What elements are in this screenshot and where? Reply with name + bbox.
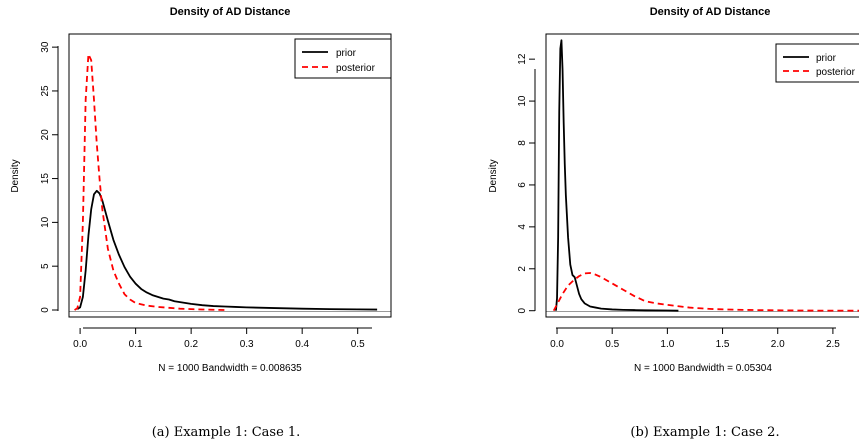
chart-b-posterior-series [552,272,859,312]
chart-b-x-tick-label: 2.5 [826,339,840,350]
chart-a-y-tick-label: 5 [40,263,51,269]
chart-a-posterior-series [74,53,225,311]
chart-b-legend: prior posterior [775,43,859,83]
chart-b-y-tick-label: 12 [517,53,528,65]
chart-b-x-tick-label: 1.5 [716,339,730,350]
chart-a-x-tick-label: 0.2 [184,339,198,350]
chart-b-x-tick-label: 1.0 [660,339,674,350]
chart-b-posterior-line [552,272,859,312]
chart-a-legend-label-prior: prior [336,48,357,59]
chart-b-prior-series [555,39,679,312]
chart-b-y-tick-label: 6 [517,182,528,188]
chart-a-y-tick-label: 25 [40,85,51,97]
chart-a-x-tick-label: 0.4 [295,339,309,350]
chart-a-prior-series [76,189,378,311]
chart-b-x-tick-label: 2.0 [771,339,785,350]
chart-a-y-tick-label: 0 [40,307,51,313]
chart-b-y-tick-label: 4 [517,224,528,230]
chart-b-x-axis: 0.0 0.5 1.0 1.5 2.0 2.5 [550,327,840,350]
chart-b: Density of AD Distance 0.0 0.5 1.0 1.5 2.0 2.… [488,6,859,440]
chart-a-y-tick-label: 30 [40,41,51,53]
chart-a-x-axis: 0.0 0.1 0.2 0.3 0.4 0.5 [73,327,372,350]
chart-a-y-axis: 0 5 10 15 20 25 30 [40,41,59,313]
chart-b-y-tick-label: 0 [517,307,528,313]
chart-a-x-tick-label: 0.0 [73,339,87,350]
chart-a-plot-frame [68,33,392,318]
chart-a-x-tick-label: 0.1 [129,339,143,350]
chart-b-x-label: N = 1000 Bandwidth = 0.05304 [634,363,772,374]
chart-a-prior-line [76,189,378,311]
chart-b-y-tick-label: 10 [517,95,528,107]
chart-b-plot-frame [545,33,859,318]
chart-a-legend-box [294,38,392,79]
chart-a-x-tick-label: 0.5 [351,339,365,350]
chart-a-x-label: N = 1000 Bandwidth = 0.008635 [158,363,302,374]
chart-b-y-tick-label: 8 [517,140,528,146]
chart-a-y-tick-label: 20 [40,129,51,141]
chart-b-x-tick-label: 0.5 [605,339,619,350]
chart-a-legend-label-posterior: posterior [336,63,376,74]
chart-a-posterior-line [74,53,225,311]
chart-b-y-tick-label: 2 [517,266,528,272]
chart-b-legend-box [775,43,859,83]
chart-b-legend-label-posterior: posterior [816,67,856,78]
chart-b-caption: (b) Example 1: Case 2. [630,425,779,440]
chart-a: Density of AD Distance 0.0 0.1 0.2 0.3 0.4 0.… [10,6,392,440]
chart-b-y-axis: 0 2 4 6 8 10 12 [517,53,536,313]
chart-a-y-label: Density [10,159,21,192]
chart-a-y-tick-label: 10 [40,216,51,228]
chart-b-x-tick-label: 0.0 [550,339,564,350]
chart-a-caption: (a) Example 1: Case 1. [152,425,301,440]
chart-b-legend-label-prior: prior [816,53,837,64]
chart-b-title: Density of AD Distance [650,6,771,18]
chart-a-y-tick-label: 15 [40,173,51,185]
chart-a-title: Density of AD Distance [170,6,291,18]
chart-b-y-label: Density [488,159,499,192]
chart-b-prior-line [555,39,679,312]
chart-a-legend: prior posterior [294,38,392,79]
chart-a-x-tick-label: 0.3 [240,339,254,350]
